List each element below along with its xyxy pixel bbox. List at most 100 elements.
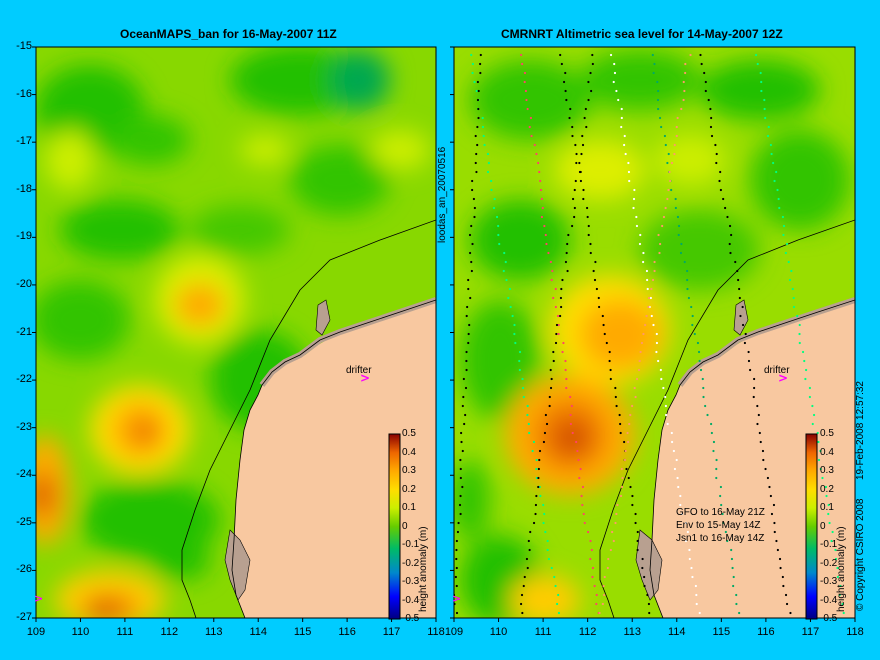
altimeter-track-dot bbox=[615, 512, 618, 516]
altimeter-track-dot bbox=[688, 557, 691, 561]
altimeter-track-dot bbox=[669, 179, 672, 183]
altimeter-track-dot bbox=[581, 143, 585, 147]
altimeter-track-dot bbox=[632, 206, 635, 210]
altimeter-track-dot bbox=[662, 386, 665, 390]
altimeter-track-dot bbox=[644, 323, 647, 327]
altimeter-track-dot bbox=[470, 260, 473, 264]
altimeter-track-dot bbox=[677, 485, 680, 489]
altimeter-track-dot bbox=[639, 233, 642, 237]
altimeter-track-dot bbox=[764, 116, 767, 120]
altimeter-track-dot bbox=[525, 98, 528, 102]
right-drifter-label: drifter bbox=[764, 365, 790, 376]
altimeter-track-dot bbox=[591, 575, 594, 579]
right-x-tick-label: 117 bbox=[801, 626, 820, 638]
altimeter-track-dot bbox=[728, 224, 732, 228]
left-colorbar-tick: -0.1 bbox=[402, 539, 420, 550]
altimeter-track-dot bbox=[601, 314, 604, 318]
right-colorbar-tick: 0.2 bbox=[820, 483, 834, 495]
altimeter-track-dot bbox=[523, 575, 526, 579]
altimeter-track-dot bbox=[658, 242, 662, 246]
altimeter-track-dot bbox=[761, 449, 765, 453]
altimeter-track-dot bbox=[714, 143, 717, 147]
altimeter-track-dot bbox=[628, 179, 631, 183]
altimeter-track-dot bbox=[658, 251, 661, 255]
altimeter-track-dot bbox=[532, 440, 536, 444]
altimeter-track-dot bbox=[481, 116, 484, 120]
right-colorbar bbox=[805, 433, 818, 620]
altimeter-track-dot bbox=[476, 98, 480, 102]
altimeter-track-dot bbox=[547, 251, 550, 255]
altimeter-track-dot bbox=[591, 566, 595, 570]
altimeter-track-dot bbox=[684, 71, 687, 75]
altimeter-track-dot bbox=[668, 170, 671, 174]
altimeter-track-dot bbox=[638, 359, 641, 363]
altimeter-track-dot bbox=[650, 314, 653, 318]
altimeter-track-dot bbox=[776, 188, 779, 192]
altimeter-track-dot bbox=[626, 431, 629, 435]
altimeter-track-dot bbox=[749, 368, 752, 372]
altimeter-track-dot bbox=[571, 224, 574, 228]
altimeter-track-dot bbox=[666, 197, 669, 201]
altimeter-track-dot bbox=[467, 341, 470, 345]
altimeter-track-dot bbox=[792, 305, 796, 309]
altimeter-track-dot bbox=[658, 116, 662, 120]
altimeter-track-dot bbox=[564, 368, 567, 372]
altimeter-track-dot bbox=[569, 413, 572, 417]
altimeter-track-dot bbox=[534, 512, 537, 516]
altimeter-track-dot bbox=[520, 53, 523, 57]
altimeter-track-dot bbox=[657, 107, 660, 111]
altimeter-track-dot bbox=[571, 431, 574, 435]
altimeter-track-dot bbox=[633, 386, 636, 390]
altimeter-track-dot bbox=[569, 107, 572, 111]
altimeter-track-dot bbox=[513, 332, 516, 336]
altimeter-track-dot bbox=[482, 134, 485, 138]
altimeter-track-dot bbox=[785, 242, 789, 246]
altimeter-track-dot bbox=[693, 332, 696, 336]
altimeter-track-dot bbox=[640, 341, 644, 345]
y-tick-label: -21 bbox=[16, 325, 32, 338]
satellite-note-env: Env to 15-May 14Z bbox=[676, 520, 761, 531]
altimeter-track-dot bbox=[479, 53, 482, 57]
altimeter-track-dot bbox=[738, 287, 741, 291]
altimeter-track-dot bbox=[550, 566, 553, 570]
altimeter-track-dot bbox=[682, 80, 685, 84]
altimeter-track-dot bbox=[691, 314, 694, 318]
altimeter-track-dot bbox=[663, 134, 667, 138]
altimeter-track-dot bbox=[559, 296, 563, 300]
altimeter-track-dot bbox=[570, 404, 573, 408]
altimeter-track-dot bbox=[613, 71, 617, 75]
left-x-tick-label: 117 bbox=[382, 626, 401, 638]
altimeter-track-dot bbox=[497, 233, 500, 237]
altimeter-track-dot bbox=[767, 125, 770, 129]
altimeter-track-dot bbox=[523, 71, 527, 75]
altimeter-track-dot bbox=[565, 98, 568, 102]
altimeter-track-dot bbox=[769, 143, 773, 147]
altimeter-track-dot bbox=[573, 215, 576, 219]
left-colorbar-tick: 0 bbox=[402, 520, 408, 532]
altimeter-track-dot bbox=[710, 116, 713, 120]
y-tick-label: -22 bbox=[16, 373, 32, 386]
altimeter-track-dot bbox=[631, 404, 634, 408]
altimeter-track-dot bbox=[609, 53, 613, 57]
altimeter-track-dot bbox=[760, 89, 763, 93]
altimeter-track-dot bbox=[522, 395, 525, 399]
altimeter-track-dot bbox=[544, 413, 547, 417]
altimeter-track-dot bbox=[608, 350, 611, 354]
altimeter-track-dot bbox=[537, 467, 540, 471]
altimeter-track-dot bbox=[526, 404, 529, 408]
altimeter-track-dot bbox=[812, 413, 816, 417]
altimeter-track-dot bbox=[839, 584, 842, 588]
altimeter-track-dot bbox=[527, 539, 530, 543]
right-x-tick-label: 111 bbox=[534, 626, 552, 638]
altimeter-track-dot bbox=[769, 494, 772, 498]
altimeter-track-dot bbox=[741, 323, 745, 327]
altimeter-track-dot bbox=[690, 305, 693, 309]
altimeter-track-dot bbox=[702, 395, 705, 399]
altimeter-track-dot bbox=[729, 251, 732, 255]
altimeter-track-dot bbox=[673, 467, 677, 471]
altimeter-track-dot bbox=[722, 521, 725, 525]
altimeter-track-dot bbox=[798, 332, 801, 336]
altimeter-track-dot bbox=[643, 575, 646, 579]
altimeter-track-dot bbox=[647, 296, 651, 300]
left-colorbar-tick: 0.2 bbox=[402, 483, 416, 495]
